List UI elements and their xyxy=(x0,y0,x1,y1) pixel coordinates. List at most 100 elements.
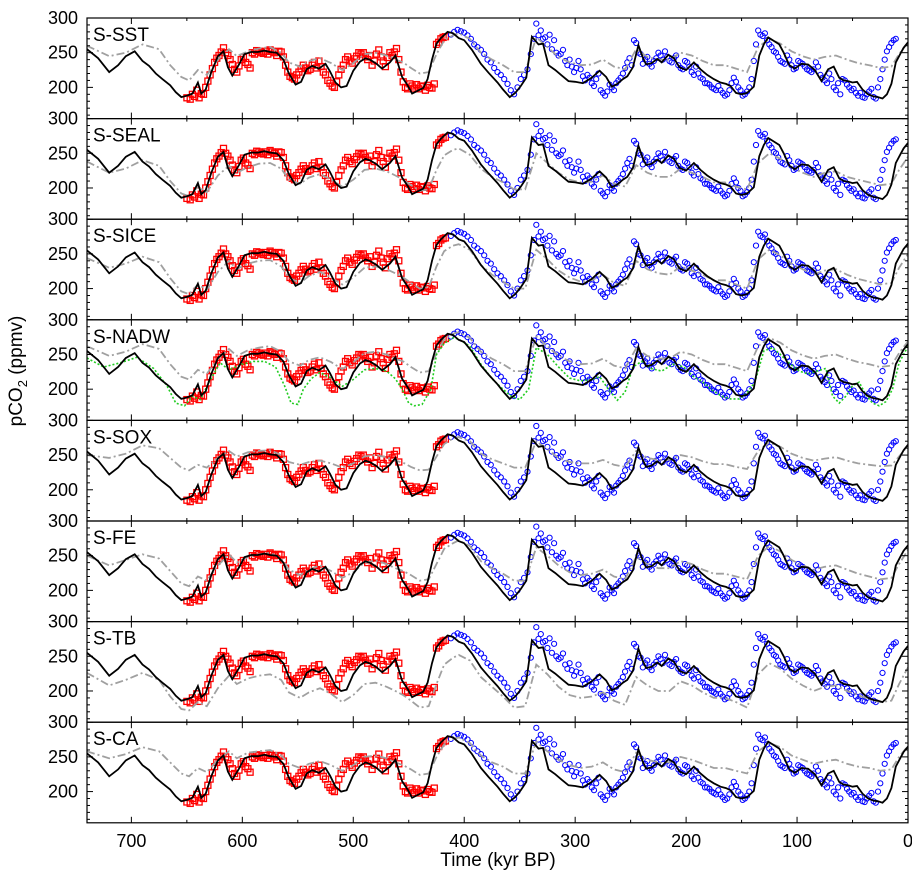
panels: 200 250 300 S-SST 200 250 300 S-SEAL 200 250 300 S-… xyxy=(48,0,909,824)
vostok-point xyxy=(467,136,474,143)
vostok-point xyxy=(507,87,514,94)
vostok-point xyxy=(900,0,905,3)
dome-c-point xyxy=(253,449,261,457)
plot-area xyxy=(87,0,908,305)
vostok-point xyxy=(661,450,669,457)
vostok-point xyxy=(497,776,504,783)
vostok-point xyxy=(726,590,733,597)
vostok-point xyxy=(535,434,542,441)
vostok-point xyxy=(566,559,573,566)
panel: 200 250 300 S-SICE xyxy=(48,0,909,321)
dome-c-point xyxy=(368,665,376,673)
vostok-point xyxy=(892,136,899,143)
reference-line xyxy=(87,735,908,804)
vostok-point xyxy=(604,591,611,598)
dome-c-point xyxy=(328,182,336,191)
vostok-point xyxy=(504,382,511,389)
vostok-point xyxy=(464,434,471,441)
dome-c-point xyxy=(246,768,254,776)
vostok-point xyxy=(510,292,518,299)
vostok-point xyxy=(501,780,508,787)
vostok-point xyxy=(577,468,584,475)
vostok-point xyxy=(477,650,484,657)
vostok-point xyxy=(633,140,640,147)
vostok-point xyxy=(494,270,501,277)
vostok-point xyxy=(877,176,884,183)
vostok-point xyxy=(823,482,831,489)
dome-c-point xyxy=(375,549,383,557)
panel: 200 250 300 S-SOX xyxy=(48,410,909,522)
dome-c-point xyxy=(439,436,447,444)
vostok-point xyxy=(898,0,903,3)
vostok-point xyxy=(548,448,556,455)
dome-c-point xyxy=(432,40,441,49)
dome-c-point xyxy=(346,359,354,367)
vostok-point xyxy=(904,0,909,3)
vostok-point xyxy=(537,128,544,135)
vostok-point xyxy=(559,449,567,456)
dome-c-point xyxy=(344,153,352,162)
vostok-point xyxy=(590,183,598,190)
vostok-point xyxy=(507,388,514,396)
vostok-point xyxy=(815,767,822,774)
vostok-point xyxy=(626,256,633,263)
vostok-point xyxy=(622,64,629,72)
dome-c-point xyxy=(366,353,374,361)
vostok-point xyxy=(575,762,582,769)
dome-c-point xyxy=(344,254,352,262)
vostok-point xyxy=(815,667,822,674)
vostok-point xyxy=(761,332,769,339)
vostok-point xyxy=(732,380,740,387)
vostok-point xyxy=(533,20,540,27)
vostok-point xyxy=(537,429,544,436)
vostok-point xyxy=(823,784,831,791)
vostok-point xyxy=(900,0,905,3)
reference-line xyxy=(87,533,908,603)
vostok-point xyxy=(737,590,744,597)
dome-c-point xyxy=(381,767,390,775)
vostok-point xyxy=(481,51,488,58)
dome-c-point xyxy=(392,447,401,455)
dome-c-point xyxy=(384,758,392,766)
dome-c-point xyxy=(226,55,234,64)
vostok-point xyxy=(481,654,488,661)
vostok-point xyxy=(535,233,542,240)
vostok-point xyxy=(828,579,835,586)
plot-area xyxy=(87,0,908,103)
vostok-point xyxy=(748,780,755,787)
dome-c-point xyxy=(332,782,341,790)
vostok-point xyxy=(761,633,769,641)
plot-area xyxy=(87,0,909,808)
vostok-point xyxy=(732,481,740,488)
dome-c-point xyxy=(392,648,401,656)
dome-c-point xyxy=(246,366,254,374)
vostok-point xyxy=(501,176,508,183)
dome-c-point xyxy=(375,146,383,155)
vostok-point xyxy=(626,356,633,364)
vostok-point xyxy=(902,0,907,3)
vostok-point xyxy=(832,388,840,396)
x-tick-label: 0 xyxy=(903,831,912,851)
vostok-point xyxy=(487,662,494,670)
dome-c-point xyxy=(412,382,421,391)
dome-c-point xyxy=(242,762,250,771)
reference-line xyxy=(87,131,908,201)
vostok-point xyxy=(487,461,494,468)
vostok-point xyxy=(835,784,842,791)
dome-c-point xyxy=(428,285,436,293)
vostok-point xyxy=(737,791,744,798)
vostok-point xyxy=(610,388,618,396)
dome-c-point xyxy=(355,552,363,560)
vostok-point xyxy=(454,26,461,33)
vostok-point xyxy=(484,157,491,164)
vostok-point xyxy=(737,690,744,697)
panel-label: S-NADW xyxy=(93,327,170,348)
dome-c-point xyxy=(281,162,290,170)
vostok-point xyxy=(748,478,755,485)
vostok-point xyxy=(661,651,669,659)
vostok-point xyxy=(477,248,484,255)
vostok-point xyxy=(673,253,680,260)
dome-c-point xyxy=(384,355,392,363)
vostok-point xyxy=(877,478,884,485)
dome-c-point xyxy=(332,78,341,86)
